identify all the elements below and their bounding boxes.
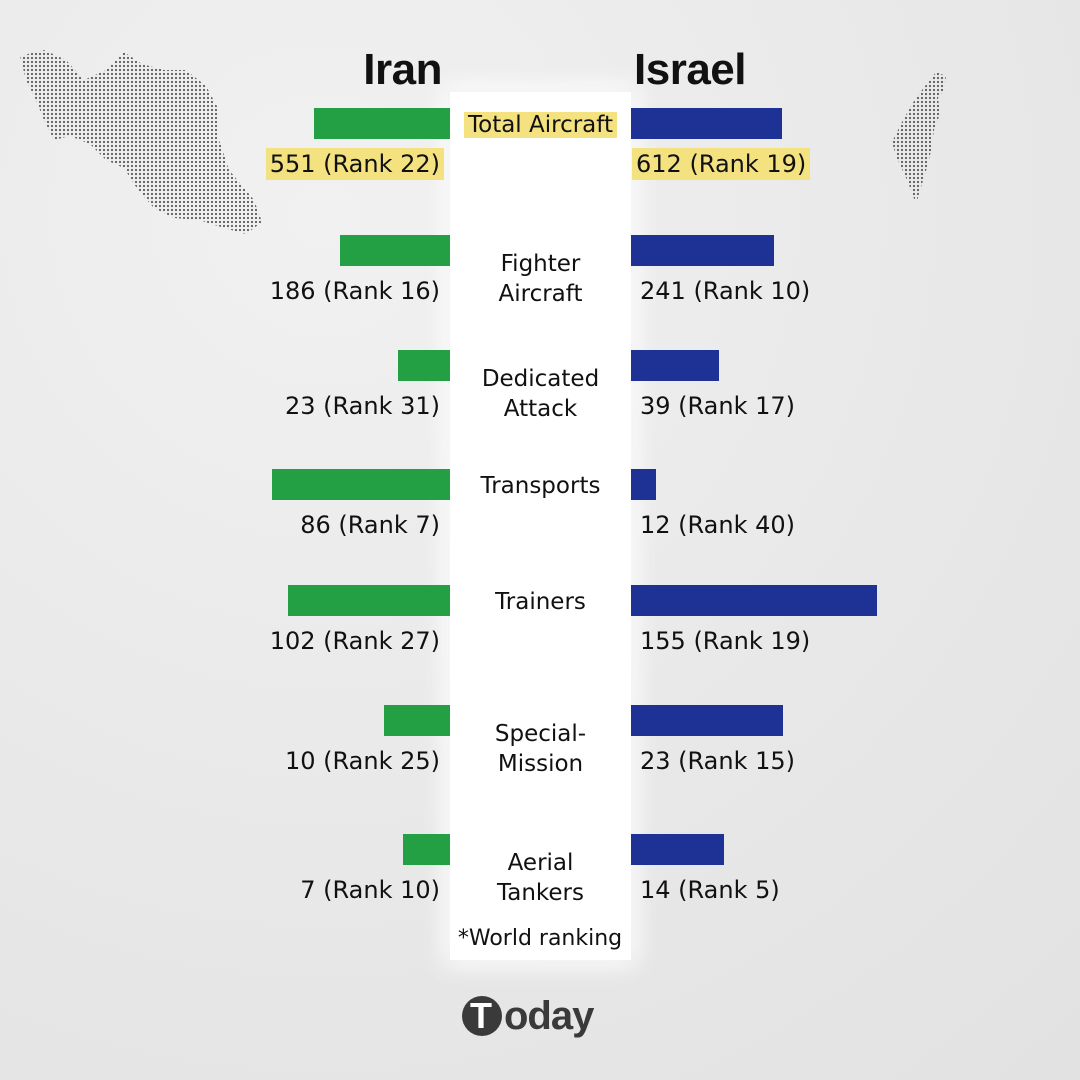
- value-label-iran-5: 10 (Rank 25): [284, 747, 440, 775]
- value-label-iran-3: 86 (Rank 7): [300, 511, 440, 539]
- category-label-2: Dedicated Attack: [481, 366, 600, 422]
- category-label-6: Aerial Tankers: [496, 850, 584, 906]
- bar-iran-4: [288, 585, 450, 616]
- logo-mark-icon: [462, 996, 502, 1036]
- value-label-israel-3: 12 (Rank 40): [640, 511, 796, 539]
- value-label-israel-4: 155 (Rank 19): [640, 627, 811, 655]
- value-label-israel-2: 39 (Rank 17): [640, 392, 796, 420]
- value-label-israel-0: 612 (Rank 19): [632, 148, 811, 180]
- bar-israel-5: [631, 705, 783, 736]
- bar-israel-0: [631, 108, 782, 139]
- category-column: [450, 92, 631, 960]
- value-label-iran-0: 551 (Rank 22): [265, 148, 444, 180]
- bar-iran-0: [314, 108, 450, 139]
- logo-mark-letter: T: [470, 995, 492, 1036]
- today-logo: T oday: [460, 990, 630, 1042]
- value-label-iran-4: 102 (Rank 27): [269, 627, 440, 655]
- category-label-1: Fighter Aircraft: [498, 251, 583, 307]
- category-label-5: Special- Mission: [494, 721, 587, 777]
- bar-iran-1: [340, 235, 450, 266]
- israel-map-silhouette: [892, 72, 946, 204]
- bar-israel-1: [631, 235, 774, 266]
- bar-israel-4: [631, 585, 877, 616]
- category-label-4: Trainers: [495, 589, 586, 615]
- bar-iran-3: [272, 469, 450, 500]
- value-label-israel-6: 14 (Rank 5): [640, 876, 780, 904]
- israel-header: Israel: [634, 45, 746, 94]
- iran-header: Iran: [363, 45, 442, 94]
- footnote: *World ranking: [457, 926, 623, 951]
- value-label-israel-5: 23 (Rank 15): [640, 747, 796, 775]
- iran-map-silhouette: [20, 50, 262, 234]
- bar-iran-6: [403, 834, 450, 865]
- bar-israel-3: [631, 469, 656, 500]
- logo-text: oday: [504, 994, 594, 1038]
- bar-israel-2: [631, 350, 719, 381]
- bar-iran-5: [384, 705, 450, 736]
- bar-israel-6: [631, 834, 724, 865]
- value-label-iran-2: 23 (Rank 31): [284, 392, 440, 420]
- value-label-israel-1: 241 (Rank 10): [640, 277, 811, 305]
- value-label-iran-6: 7 (Rank 10): [300, 876, 440, 904]
- category-label-3: Transports: [480, 473, 601, 499]
- bar-iran-2: [398, 350, 450, 381]
- value-label-iran-1: 186 (Rank 16): [269, 277, 440, 305]
- category-label-0: Total Aircraft: [450, 110, 631, 140]
